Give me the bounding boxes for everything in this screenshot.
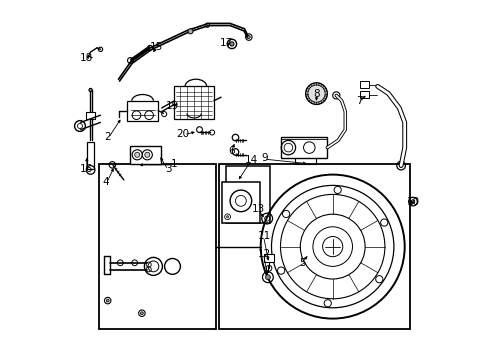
Bar	[263, 254, 274, 262]
Bar	[280, 137, 326, 158]
Bar	[86, 112, 95, 119]
Text: 9: 9	[261, 153, 267, 163]
Bar	[87, 142, 94, 169]
Circle shape	[187, 29, 193, 34]
Text: 8: 8	[312, 89, 319, 99]
Circle shape	[140, 312, 143, 315]
Circle shape	[134, 152, 140, 157]
Bar	[174, 86, 213, 119]
Text: 11: 11	[257, 231, 270, 241]
Circle shape	[247, 36, 250, 39]
Text: 6: 6	[228, 146, 235, 156]
Text: 15: 15	[149, 42, 163, 52]
Circle shape	[144, 152, 149, 157]
Bar	[360, 81, 368, 88]
Text: 18: 18	[80, 53, 93, 63]
Text: 5: 5	[298, 258, 305, 268]
Bar	[99, 164, 215, 329]
Circle shape	[265, 275, 270, 280]
Bar	[226, 166, 269, 223]
Circle shape	[410, 200, 414, 203]
Text: 1: 1	[171, 159, 177, 169]
Text: 14: 14	[244, 155, 258, 165]
Circle shape	[305, 83, 326, 104]
Bar	[219, 164, 409, 329]
Text: 13: 13	[252, 204, 265, 214]
Text: 10: 10	[407, 197, 419, 207]
Text: 7: 7	[356, 96, 362, 106]
Text: 16: 16	[80, 164, 93, 174]
Circle shape	[226, 216, 228, 218]
Bar	[130, 146, 160, 164]
Bar	[360, 91, 368, 98]
Circle shape	[229, 42, 234, 46]
Text: 2: 2	[104, 132, 111, 142]
Text: 3: 3	[165, 164, 172, 174]
Text: 20: 20	[176, 129, 189, 139]
Text: 19: 19	[165, 101, 179, 111]
Text: 17: 17	[220, 38, 233, 48]
Bar	[127, 101, 158, 121]
Text: 12: 12	[257, 249, 270, 259]
Text: 4: 4	[102, 177, 109, 187]
Circle shape	[89, 89, 92, 92]
Bar	[222, 182, 260, 223]
Circle shape	[106, 299, 109, 302]
